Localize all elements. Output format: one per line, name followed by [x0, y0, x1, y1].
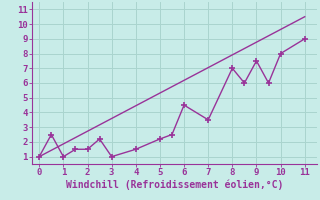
X-axis label: Windchill (Refroidissement éolien,°C): Windchill (Refroidissement éolien,°C) [66, 180, 283, 190]
